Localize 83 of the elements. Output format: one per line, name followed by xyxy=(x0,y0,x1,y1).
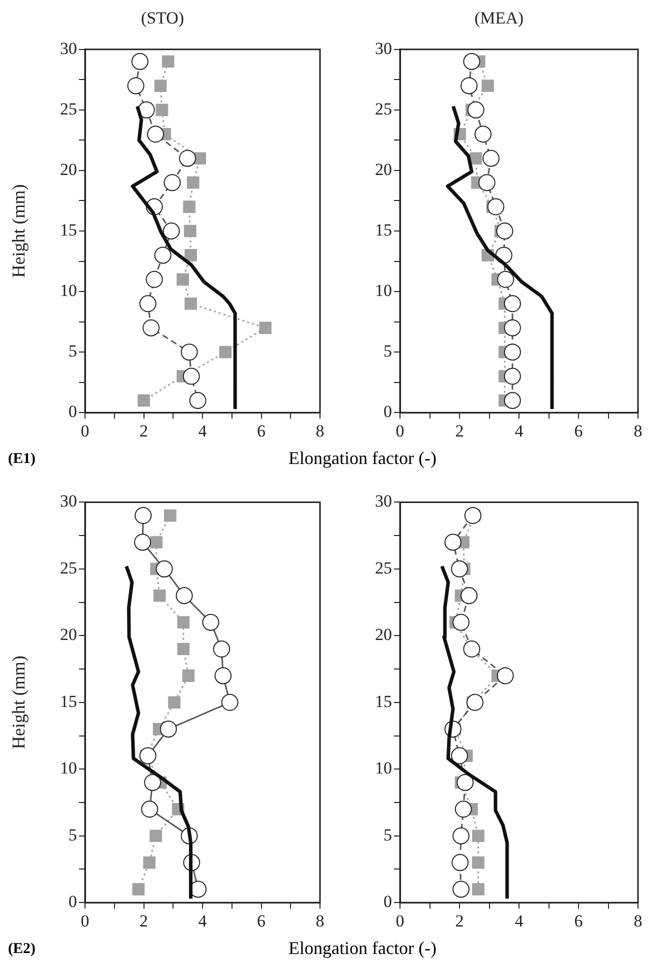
point xyxy=(143,856,156,869)
point xyxy=(184,297,197,310)
x-tick-label: 4 xyxy=(198,421,208,440)
x-tick-label: 8 xyxy=(316,911,324,930)
y-tick-label: 10 xyxy=(375,758,392,778)
point xyxy=(184,224,196,238)
y-tick-label: 25 xyxy=(375,558,392,578)
point xyxy=(150,536,163,548)
point xyxy=(168,696,180,709)
point xyxy=(162,55,174,68)
x-tick-label: 8 xyxy=(316,421,324,440)
y-tick-label: 0 xyxy=(68,402,77,422)
y-axis-title: Height (mm) xyxy=(8,184,29,278)
y-tick-label: 20 xyxy=(375,625,392,644)
y-tick-label: 10 xyxy=(60,281,77,300)
x-tick-label: 6 xyxy=(257,911,266,930)
x-tick-label: 0 xyxy=(396,911,404,930)
y-tick-label: 0 xyxy=(68,892,77,912)
point xyxy=(184,249,197,262)
y-tick-label: 15 xyxy=(60,220,77,240)
y-tick-label: 30 xyxy=(60,492,77,511)
y-tick-label: 15 xyxy=(60,692,77,711)
point xyxy=(177,642,190,656)
point xyxy=(132,883,145,896)
point xyxy=(150,830,162,842)
y-tick-label: 5 xyxy=(384,825,392,844)
point xyxy=(259,322,272,334)
y-tick-label: 30 xyxy=(375,492,392,511)
point xyxy=(472,856,484,869)
point xyxy=(183,200,196,213)
y-tick-label: 20 xyxy=(60,160,77,179)
x-tick-label: 0 xyxy=(80,421,90,440)
point xyxy=(156,104,168,116)
chart-title: (STO) xyxy=(140,8,184,28)
y-tick-label: 0 xyxy=(384,402,392,422)
point xyxy=(154,80,167,92)
x-tick-label: 2 xyxy=(140,421,148,440)
point xyxy=(472,883,484,896)
x-tick-label: 2 xyxy=(455,911,464,930)
point xyxy=(176,273,189,286)
x-tick-label: 6 xyxy=(574,421,583,440)
x-tick-label: 2 xyxy=(455,421,464,440)
point xyxy=(138,394,150,407)
y-tick-label: 5 xyxy=(384,342,392,361)
x-tick-label: 4 xyxy=(198,911,208,930)
point xyxy=(186,176,200,189)
x-tick-label: 8 xyxy=(634,421,642,440)
y-tick-label: 5 xyxy=(68,825,77,844)
y-tick-label: 30 xyxy=(60,38,77,58)
point xyxy=(182,670,195,682)
text: (E1) xyxy=(8,451,36,468)
y-tick-label: 25 xyxy=(375,99,392,118)
point xyxy=(164,509,176,522)
chart-title: (MEA) xyxy=(474,8,524,28)
text: (E2) xyxy=(8,941,36,958)
y-tick-label: 15 xyxy=(375,220,392,240)
x-axis-title: Elongation factor (-) xyxy=(288,938,438,959)
x-tick-label: 4 xyxy=(514,911,524,930)
y-tick-label: 0 xyxy=(384,892,392,912)
y-axis-title: Height (mm) xyxy=(8,656,29,750)
x-tick-label: 0 xyxy=(80,911,90,930)
y-tick-label: 25 xyxy=(60,558,77,578)
y-tick-label: 10 xyxy=(60,758,77,778)
y-tick-label: 10 xyxy=(375,281,392,300)
x-tick-label: 6 xyxy=(574,911,583,930)
point xyxy=(482,80,494,92)
x-tick-label: 0 xyxy=(396,421,404,440)
x-tick-label: 2 xyxy=(140,911,148,930)
point xyxy=(470,152,482,165)
point xyxy=(472,830,484,842)
y-tick-label: 15 xyxy=(375,692,392,711)
y-tick-label: 20 xyxy=(375,160,392,179)
x-tick-label: 8 xyxy=(634,911,642,930)
y-tick-label: 30 xyxy=(375,38,392,58)
x-axis-title: Elongation factor (-) xyxy=(288,448,438,469)
y-tick-label: 25 xyxy=(60,99,77,118)
point xyxy=(177,616,190,628)
x-tick-label: 4 xyxy=(514,421,524,440)
y-tick-label: 20 xyxy=(60,625,77,644)
y-tick-label: 5 xyxy=(68,342,77,361)
x-tick-label: 6 xyxy=(257,421,266,440)
point xyxy=(219,346,232,358)
point xyxy=(153,589,166,602)
